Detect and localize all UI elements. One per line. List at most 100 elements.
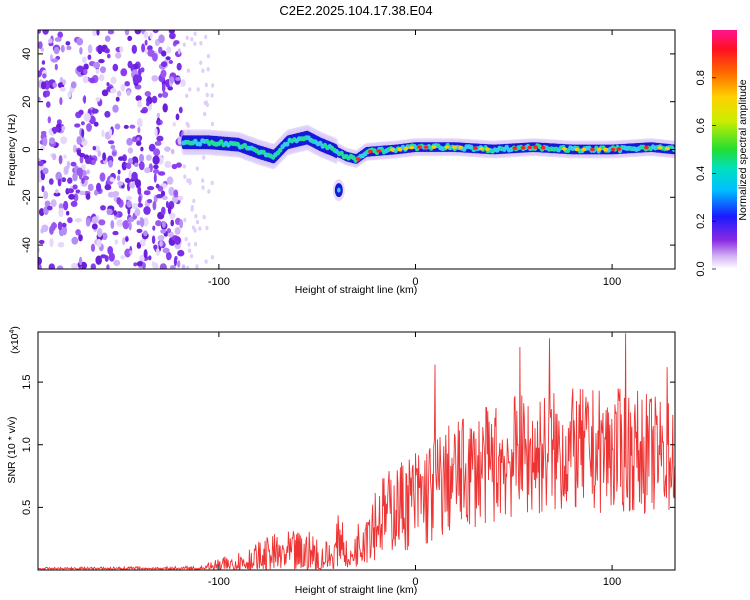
noise-blob — [38, 161, 44, 167]
noise-blob — [161, 50, 166, 56]
noise-blob — [67, 217, 73, 223]
track-peak — [404, 147, 409, 151]
noise-blob — [51, 199, 57, 207]
noise-blob — [141, 67, 145, 72]
noise-blob — [49, 178, 54, 185]
track-peak — [597, 148, 602, 152]
noise-blob — [115, 239, 119, 244]
noise-blob — [160, 263, 167, 271]
track-peak — [368, 150, 373, 154]
noise-blob — [88, 55, 92, 60]
noise-blob — [100, 205, 106, 210]
noise-blob — [112, 151, 116, 155]
bottom-y-tick-label: 1.0 — [21, 437, 33, 452]
noise-blob — [137, 100, 142, 108]
bottom-x-tick-label: -100 — [208, 576, 230, 588]
noise-blob — [152, 235, 155, 244]
noise-blob — [129, 250, 132, 254]
noise-blob — [92, 224, 98, 230]
noise-blob — [112, 105, 118, 113]
noise-blob — [79, 257, 82, 265]
noise-blob — [118, 156, 124, 161]
noise-blob — [41, 81, 46, 89]
noise-blob — [180, 79, 186, 87]
noise-blob — [45, 90, 50, 97]
track-peak — [562, 147, 567, 151]
noise-blob — [162, 84, 166, 93]
noise-blob — [148, 255, 151, 260]
noise-blob — [82, 56, 87, 63]
noise-fade-blob — [183, 218, 186, 222]
noise-blob — [155, 128, 158, 137]
noise-blob — [139, 161, 145, 170]
noise-blob — [155, 141, 162, 146]
noise-blob — [160, 229, 166, 234]
noise-fade-blob — [187, 123, 190, 127]
noise-blob — [79, 191, 85, 195]
noise-blob — [137, 118, 143, 127]
noise-blob — [106, 264, 109, 270]
noise-blob — [51, 58, 58, 62]
track-peak — [458, 146, 463, 150]
noise-blob — [131, 172, 137, 181]
track-peak — [590, 148, 595, 152]
noise-blob — [108, 160, 113, 168]
noise-blob — [158, 171, 165, 176]
noise-fade-blob — [196, 166, 199, 170]
noise-blob — [133, 74, 140, 84]
noise-blob — [52, 82, 57, 88]
noise-blob — [84, 113, 91, 122]
noise-blob — [49, 263, 55, 270]
noise-blob — [137, 127, 140, 133]
noise-blob — [71, 81, 77, 88]
noise-blob — [85, 158, 92, 164]
figure: C2E2.2025.104.17.38.E04 -100 0 100 -40-200… — [0, 0, 750, 600]
track-peak — [521, 146, 526, 150]
noise-blob — [64, 166, 69, 175]
noise-blob — [86, 123, 92, 132]
noise-blob — [124, 125, 129, 129]
noise-blob — [110, 177, 115, 182]
noise-blob — [140, 109, 147, 113]
noise-fade-blob — [204, 101, 207, 105]
noise-blob — [147, 199, 152, 203]
noise-fade-blob — [187, 242, 190, 246]
track-peak — [432, 145, 437, 149]
noise-blob — [79, 110, 84, 116]
noise-blob — [144, 190, 151, 195]
track-peak — [611, 148, 616, 152]
noise-blob — [161, 207, 166, 216]
noise-blob — [107, 54, 111, 59]
noise-blob — [153, 155, 160, 164]
noise-blob — [59, 97, 62, 105]
noise-blob — [179, 219, 183, 228]
noise-blob — [137, 220, 141, 225]
noise-blob — [96, 239, 101, 248]
noise-blob — [41, 131, 47, 135]
noise-fade-blob — [211, 255, 214, 259]
noise-blob — [42, 168, 48, 175]
noise-blob — [113, 64, 119, 72]
colorbar-tick-label: 0.0 — [695, 261, 707, 276]
noise-blob — [96, 69, 100, 74]
noise-blob — [83, 95, 86, 104]
noise-blob — [38, 41, 43, 49]
noise-blob — [71, 201, 78, 207]
track-peak — [513, 146, 518, 150]
noise-fade-blob — [204, 35, 207, 39]
noise-blob — [54, 47, 60, 54]
noise-fade-blob — [194, 242, 197, 246]
noise-blob — [161, 61, 167, 67]
noise-blob — [166, 46, 171, 53]
noise-fade-blob — [211, 122, 214, 126]
noise-blob — [182, 264, 186, 271]
noise-blob — [61, 177, 66, 182]
noise-blob — [177, 196, 183, 201]
noise-blob — [128, 221, 131, 230]
noise-blob — [145, 91, 151, 97]
noise-blob — [63, 155, 66, 159]
noise-blob — [93, 62, 100, 68]
noise-blob — [178, 48, 181, 54]
noise-fade-blob — [201, 178, 204, 182]
noise-blob — [170, 220, 174, 227]
